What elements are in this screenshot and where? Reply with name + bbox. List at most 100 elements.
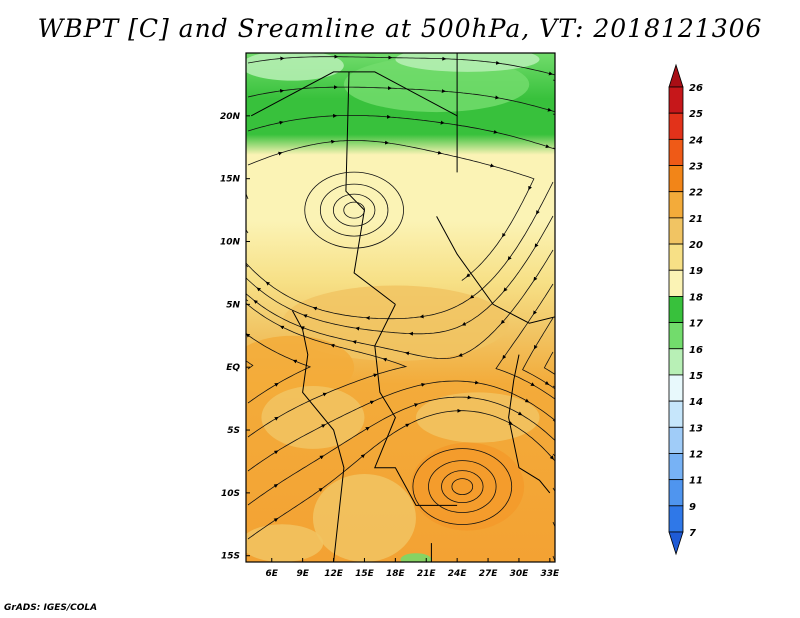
streamline (247, 56, 555, 76)
vortex-streamline (332, 193, 376, 227)
x-tick-label: 18E (386, 569, 406, 579)
streamline (552, 419, 555, 423)
streamline (246, 333, 312, 404)
y-tick-label: 10S (221, 489, 240, 499)
streamline-arrow (274, 416, 279, 421)
streamline-arrow (502, 354, 507, 360)
streamline-arrow (548, 71, 553, 76)
streamline-arrow (278, 151, 283, 156)
streamline-arrow (533, 276, 538, 282)
streamline-arrow (503, 287, 508, 292)
streamline-arrow (330, 343, 335, 348)
streamline (552, 147, 555, 150)
x-tick-label: 21E (417, 569, 437, 579)
streamline-arrow (318, 487, 323, 492)
streamline (552, 521, 555, 528)
y-tick-label: 5S (227, 426, 240, 436)
colorbar-box (668, 86, 684, 114)
colorbar-box (668, 426, 684, 454)
colorbar-box (668, 112, 684, 140)
streamline (247, 86, 555, 113)
colorbar-label: 17 (689, 319, 703, 330)
colorbar-box (668, 269, 684, 297)
x-tick-label: 27E (479, 569, 499, 579)
streamline-arrow (533, 310, 537, 315)
streamline (246, 215, 554, 335)
band-22-patch (410, 442, 525, 531)
vortex-streamline (343, 201, 365, 219)
y-tick-label: EQ (226, 363, 240, 373)
streamline-arrow (502, 232, 506, 238)
streamline-arrow (507, 256, 512, 261)
streamline (246, 302, 408, 438)
streamline-arrow (382, 357, 388, 362)
vortex-streamline (441, 470, 484, 503)
streamline-arrow (365, 426, 370, 431)
streamline-arrow (352, 340, 357, 345)
band-20-patch (246, 524, 324, 562)
streamline-arrow (273, 484, 279, 488)
streamline-arrow (292, 359, 298, 364)
colorbar-label: 23 (689, 162, 703, 173)
streamline (246, 192, 249, 200)
colorbar-box (668, 505, 684, 533)
streamline-arrow (279, 325, 285, 330)
colorbar-box (668, 138, 684, 166)
streamline-arrow (495, 95, 500, 100)
streamline (247, 396, 555, 506)
streamline (552, 385, 555, 388)
colorbar-box (668, 453, 684, 481)
colorbar-max-arrow (668, 63, 684, 88)
streamline (246, 264, 249, 268)
x-tick-label: 15E (355, 569, 375, 579)
colorbar-box (668, 243, 684, 271)
colorbar-label: 15 (689, 371, 703, 382)
streamline (552, 487, 555, 493)
x-tick-label: 12E (324, 569, 344, 579)
streamline-arrow (466, 273, 471, 278)
colorbar-label: 19 (689, 266, 703, 277)
vortex-streamline (319, 183, 389, 237)
streamline (552, 79, 555, 81)
streamline-arrow (545, 144, 550, 149)
colorbar-box (668, 374, 684, 402)
streamline (246, 360, 254, 370)
colorbar-box (668, 322, 684, 350)
streamline-arrow (253, 300, 258, 305)
colorbar-label: 9 (689, 502, 696, 513)
band-16-patch (246, 53, 344, 81)
colorbar-label: 26 (689, 83, 703, 94)
streamline-arrow (405, 423, 410, 428)
country-border (508, 354, 551, 494)
colorbar-label: 11 (689, 476, 703, 487)
x-tick-label: 30E (510, 569, 530, 579)
streamline-arrow (544, 381, 550, 385)
x-tick-label: 24E (448, 569, 468, 579)
y-tick-label: 5N (226, 300, 240, 310)
chart-svg: 6E 9E 12E 15E 18E 21E 24E 27E 30E 33E 20N 15N 10N 5N E… (220, 52, 703, 579)
streamline (246, 298, 249, 302)
country-border (374, 304, 458, 506)
x-tick-label: 6E (266, 569, 279, 579)
colorbar-label: 20 (689, 240, 703, 251)
streamline-arrow (256, 287, 262, 292)
map-field (246, 53, 555, 562)
band-17-patch (400, 553, 432, 562)
vortex-streamline (428, 460, 497, 513)
streamline-arrow (373, 373, 378, 378)
map-frame (245, 52, 556, 563)
colorbar-box (668, 165, 684, 193)
streamline-arrow (322, 392, 328, 397)
streamline (522, 317, 555, 390)
colorbar-label: 16 (689, 345, 703, 356)
streamline-arrow (547, 107, 552, 112)
band-20-patch (312, 474, 416, 562)
streamline-arrow (279, 120, 284, 125)
streamline (247, 115, 555, 150)
band-20-patch (261, 386, 365, 449)
vortex-streamline (412, 448, 513, 525)
streamline-arrow (490, 163, 495, 168)
streamline (247, 140, 535, 281)
colorbar-min-arrow (668, 531, 684, 556)
streamline-arrow (493, 129, 498, 134)
